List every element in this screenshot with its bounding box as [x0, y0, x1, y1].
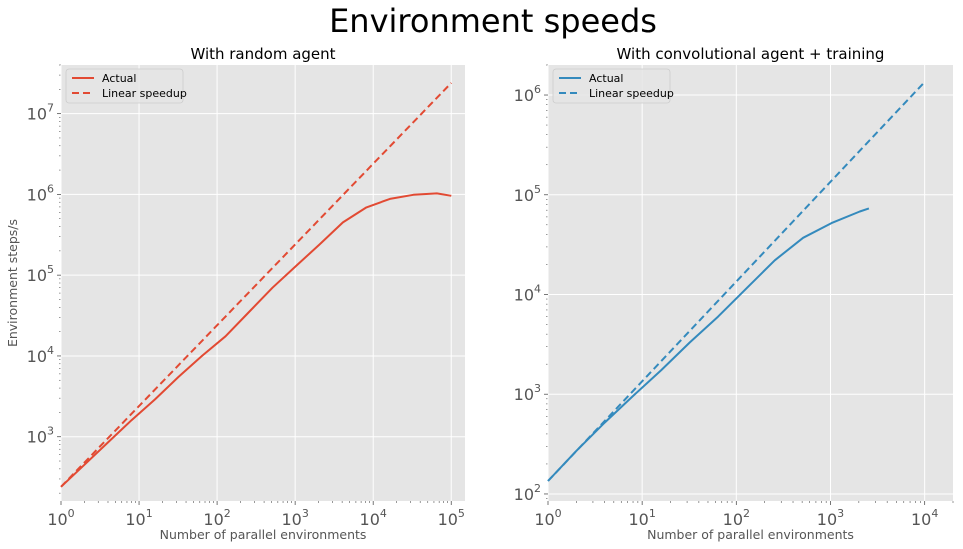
legend [552, 68, 671, 104]
chart-title: With random agent [190, 45, 335, 63]
x-tick-exponent: 2 [743, 507, 750, 520]
y-tick-label: 104 [514, 282, 541, 304]
y-tick-exponent: 4 [47, 344, 54, 357]
y-tick-base: 10 [27, 428, 47, 447]
x-tick-exponent: 3 [302, 507, 309, 520]
y-tick-exponent: 7 [47, 102, 54, 115]
y-tick-exponent: 4 [534, 282, 541, 295]
x-tick-base: 10 [203, 510, 223, 529]
x-tick-base: 10 [628, 510, 648, 529]
x-tick-exponent: 4 [380, 507, 387, 520]
y-tick-label: 105 [27, 263, 54, 285]
x-tick-label: 100 [47, 507, 74, 529]
x-tick-exponent: 4 [931, 507, 938, 520]
series-line-actual [547, 207, 870, 482]
x-tick-exponent: 2 [224, 507, 231, 520]
y-tick-exponent: 3 [534, 382, 541, 395]
x-tick-base: 10 [47, 510, 67, 529]
x-axis-label: Number of parallel environments [160, 527, 367, 542]
legend [65, 68, 184, 104]
y-tick-label: 104 [27, 344, 54, 366]
x-tick-base: 10 [360, 510, 380, 529]
y-tick-base: 10 [27, 185, 47, 204]
y-tick-base: 10 [514, 485, 534, 504]
y-tick-base: 10 [27, 105, 47, 124]
x-tick-exponent: 0 [68, 507, 75, 520]
y-axis-label: Environment steps/s [5, 219, 20, 347]
y-tick-label: 103 [514, 382, 541, 404]
series-line-linear-speedup [547, 81, 926, 482]
y-tick-label: 105 [514, 183, 541, 205]
y-tick-label: 102 [514, 482, 541, 504]
y-tick-base: 10 [514, 186, 534, 205]
y-tick-label: 106 [27, 182, 54, 204]
x-tick-label: 100 [534, 507, 561, 529]
x-tick-label: 101 [628, 507, 655, 529]
series-line-linear-speedup [60, 82, 453, 488]
y-tick-base: 10 [27, 266, 47, 285]
x-tick-label: 103 [281, 507, 308, 529]
legend-label: Linear speedup [102, 87, 187, 100]
y-tick-label: 103 [27, 425, 54, 447]
x-axis-label: Number of parallel environments [647, 527, 854, 542]
x-tick-exponent: 0 [555, 507, 562, 520]
chart-title: With convolutional agent + training [617, 45, 885, 63]
plot-area [61, 65, 465, 501]
x-tick-base: 10 [281, 510, 301, 529]
x-tick-exponent: 5 [458, 507, 465, 520]
y-tick-exponent: 6 [534, 83, 541, 96]
legend-label: Actual [589, 72, 623, 85]
x-tick-label: 102 [203, 507, 230, 529]
y-tick-exponent: 2 [534, 482, 541, 495]
y-tick-exponent: 5 [47, 263, 54, 276]
x-tick-label: 103 [817, 507, 844, 529]
x-tick-base: 10 [817, 510, 837, 529]
y-tick-label: 106 [514, 83, 541, 105]
x-tick-label: 101 [125, 507, 152, 529]
y-tick-exponent: 3 [47, 425, 54, 438]
x-tick-base: 10 [438, 510, 458, 529]
x-tick-exponent: 1 [146, 507, 153, 520]
x-tick-base: 10 [723, 510, 743, 529]
x-tick-base: 10 [534, 510, 554, 529]
y-tick-base: 10 [514, 285, 534, 304]
x-tick-base: 10 [911, 510, 931, 529]
y-tick-base: 10 [27, 347, 47, 366]
y-tick-exponent: 5 [534, 183, 541, 196]
legend-label: Actual [102, 72, 136, 85]
x-tick-label: 102 [723, 507, 750, 529]
x-tick-label: 104 [360, 507, 387, 529]
x-tick-label: 105 [438, 507, 465, 529]
x-tick-base: 10 [125, 510, 145, 529]
x-tick-label: 104 [911, 507, 938, 529]
x-tick-exponent: 1 [649, 507, 656, 520]
x-tick-exponent: 3 [837, 507, 844, 520]
series-line-actual [60, 192, 452, 488]
y-tick-label: 107 [27, 102, 54, 124]
legend-label: Linear speedup [589, 87, 674, 100]
y-tick-exponent: 6 [47, 182, 54, 195]
figure-title: Environment speeds [329, 2, 657, 40]
y-tick-base: 10 [514, 385, 534, 404]
y-tick-base: 10 [514, 86, 534, 105]
